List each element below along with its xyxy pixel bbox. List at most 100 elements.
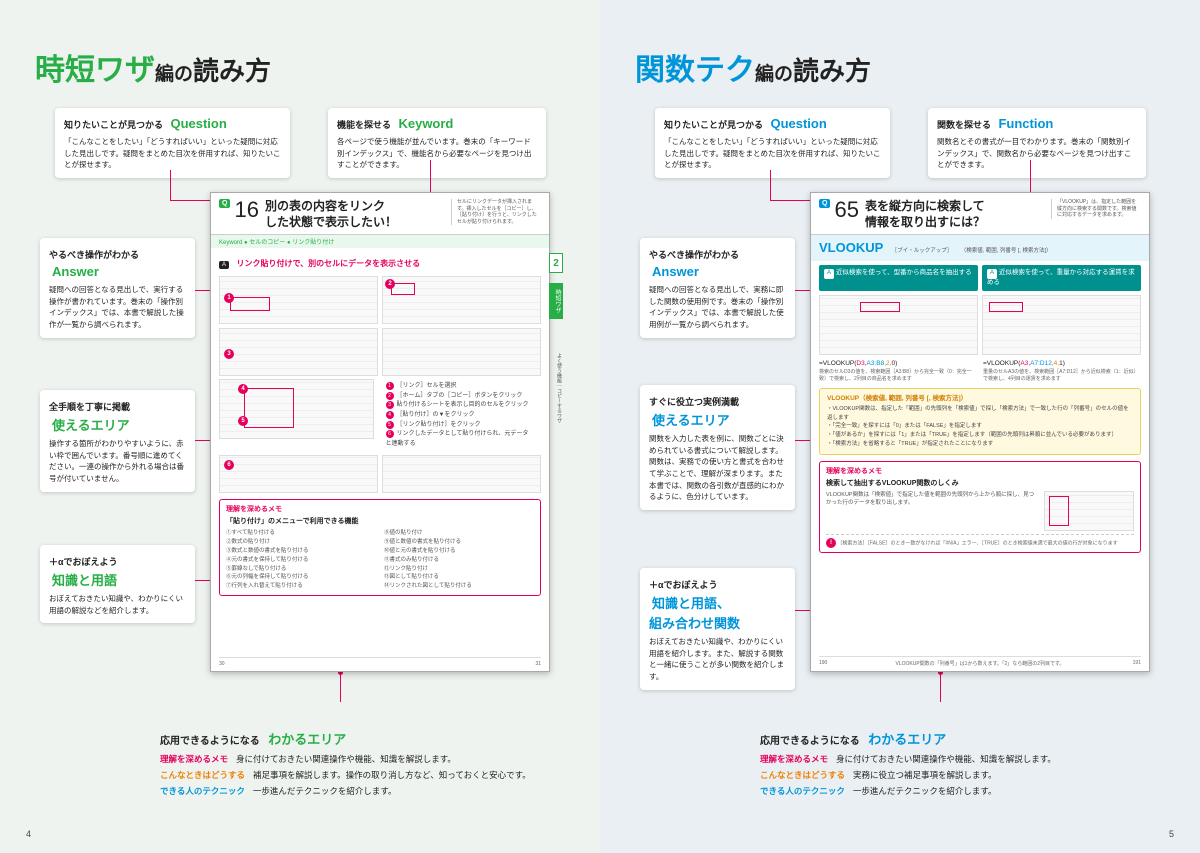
callout-desc: 「こんなことをしたい」「どうすればいい」といった疑問に対応した見出しです。疑問を… [664,136,881,171]
screenshot-grid-2: 4 5 1［リンク］セルを選択2［ホーム］タブの［コピー］ボタンをクリック3貼り… [219,379,541,452]
callout-desc: 関数名とその書式が一目でわかります。巻末の「関数別インデックス」で、関数名から必… [937,136,1137,171]
side-tab: 時短ワザ [549,283,563,319]
bottom-rows: 理解を深めるメモ身に付けておきたい関連操作や機能、知識を解説します。こんなときは… [760,753,1056,797]
sample-pagenum-r: 191 [1133,660,1141,667]
title-tail: 読み方 [193,56,271,86]
callout-keyword-word: 使えるエリア [652,413,730,428]
bottom-keyword: わかるエリア [868,732,946,747]
title-mid: 編の [155,64,193,85]
step-item: 4［貼り付け］の▼をクリック [386,411,533,421]
title-tail: 読み方 [793,56,871,86]
sample-footer: 30 31 [219,657,541,667]
screenshot-grid [819,295,1141,355]
step-item: 1［リンク］セルを選択 [386,382,533,392]
callout-question: 知りたいことが見つかる Question 「こんなことをしたい」「どうすればいい… [655,108,890,178]
screenshot [982,295,1141,355]
bottom-lead: 応用できるようになる [760,736,860,747]
right-title: 関数テク編の読み方 [635,45,1165,89]
title-mid: 編の [755,64,793,85]
sample-page-right: Q 65 表を縦方向に検索して 情報を取り出すには？ 「VLOOKUP」は、指定… [810,192,1150,672]
a-badge: A [219,261,229,269]
callout-lead: ＋αでおぼえよう [49,557,118,567]
callout-area: 全手順を丁寧に掲載 使えるエリア 操作する箇所がわかりやすいように、赤い枠で囲ん… [40,390,195,492]
red-highlight [244,388,294,428]
step-item: 3貼り付けるシートを表示し目的のセルをクリック [386,401,533,411]
q-sidenote: 「VLOOKUP」は、指定した範囲を縦方向に検索する関数です。検索値に対応するデ… [1051,199,1141,219]
callout-desc: 関数を入力した表を例に、関数ごとに決められている書式について解説します。関数は、… [649,433,786,503]
title-highlight: 時短ワザ [35,54,155,87]
memo-item: ⑤罫線なしで貼り付ける [226,565,376,574]
screenshot: 4 5 [219,379,374,439]
callout-tips: ＋αでおぼえよう 知識と用語 おぼえておきたい知識や、わかりにくい用語の解説など… [40,545,195,623]
sample-question-row: Q 16 別の表の内容をリンク した状態で表示したい！ セルにリンクデータが挿入… [211,193,549,235]
callout-tips: ＋αでおぼえよう 知識と用語、 組み合わせ関数 おぼえておきたい知識や、わかりに… [640,568,795,690]
red-highlight [860,302,900,312]
memo-list: ①すべて貼り付ける②数式の貼り付け③数式と数値の書式を貼り付ける④元の書式を保持… [226,529,534,591]
callout-answer: やるべき操作がわかる Answer 疑問への回答となる見出しで、実行する操作が書… [40,238,195,338]
screenshot [382,328,541,376]
page-left: 時短ワザ編の読み方 知りたいことが見つかる Question 「こんなことをした… [0,0,600,853]
callout-keyword-word: Keyword [398,116,453,131]
memo-box: 理解を深めるメモ 検索して抽出するVLOOKUP関数のしくみ VLOOKUP関数… [819,461,1141,553]
screenshot: 2 [382,276,541,324]
a-badge: A [824,269,834,279]
q-text: 表を縦方向に検索して 情報を取り出すには？ [865,199,1051,230]
formula-row: =VLOOKUP(D3,A3:B8,2,0) 検索のセルD3の値を、検索範囲［A… [819,358,1141,383]
leader-line [940,672,941,702]
screenshot: 3 [219,328,378,376]
memo-item: ③数式と数値の書式を貼り付ける [226,547,376,556]
step-item: 2［ホーム］タブの［コピー］ボタンをクリック [386,392,533,402]
memo-box: 理解を深めるメモ 「貼り付け」のメニューで利用できる機能 ①すべて貼り付ける②数… [219,499,541,596]
callout-question: 知りたいことが見つかる Question 「こんなことをしたい」「どうすればいい… [55,108,290,178]
callout-keyword-word: 使えるエリア [52,418,130,433]
step-item: 6リンクしたデータとして貼り付けられ、元データと連動する [386,430,533,449]
sample-question-row: Q 65 表を縦方向に検索して 情報を取り出すには？ 「VLOOKUP」は、指定… [811,193,1149,235]
step-number: 3 [224,349,234,359]
red-highlight [1049,496,1069,526]
memo-item: ⑩値と元の書式を貼り付ける [384,547,534,556]
memo-subtitle: 「貼り付け」のメニューで利用できる機能 [226,516,534,526]
formula-2: =VLOOKUP(A3,A7:D12,4,1) [983,360,1141,367]
step-item: 5［リンク貼り付け］をクリック [386,421,533,431]
note-bullet: ! [826,538,836,548]
bottom-row: 理解を深めるメモ身に付けておきたい関連操作や機能、知識を解説します。 [760,753,1056,765]
callout-lead: すぐに役立つ実例満載 [649,397,739,407]
a-badge: A [987,269,997,279]
answer-row: A リンク貼り付けで、別のセルにデータを表示させる [219,253,541,271]
side-tab-text: 時短ワザ [554,289,560,313]
side-tab-sub: よく使う機能｜コピーするワザ [549,353,563,423]
callout-desc: 「こんなことをしたい」「どうすればいい」といった疑問に対応した見出しです。疑問を… [64,136,281,171]
a-text: リンク貼り付けで、別のセルにデータを表示させる [236,259,420,268]
screenshot-grid-3: 6 [219,455,541,493]
callout-lead: やるべき操作がわかる [49,250,139,260]
callout-lead: ＋αでおぼえよう [649,580,718,590]
memo-item: ⑭リンクされた図として貼り付ける [384,582,534,591]
callout-lead: やるべき操作がわかる [649,250,739,260]
screenshot [382,455,541,493]
left-title: 時短ワザ編の読み方 [35,45,565,89]
memo-title: 理解を深めるメモ [826,466,1134,476]
memo-item: ②数式の貼り付け [226,538,376,547]
memo-item: ④元の書式を保持して貼り付ける [226,556,376,565]
memo-item: ①すべて貼り付ける [226,529,376,538]
screenshot: 1 [219,276,378,324]
callout-area: すぐに役立つ実例満載 使えるエリア 関数を入力した表を例に、関数ごとに決められて… [640,385,795,510]
header-1: 近似検索を使って、型番から商品名を抽出する [836,269,972,276]
callout-lead: 全手順を丁寧に掲載 [49,402,130,412]
callout-keyword: 機能を探せる Keyword 各ページで使う機能が並んでいます。巻末の「キーワー… [328,108,546,178]
callout-desc: 操作する箇所がわかりやすいように、赤い枠で囲んでいます。番号順に進めてください。… [49,438,186,485]
memo-item: ⑦行列を入れ替えて貼り付ける [226,582,376,591]
q-text: 別の表の内容をリンク した状態で表示したい！ [265,199,451,230]
side-tab-num: 2 [549,253,563,273]
sample-footer: 190 VLOOKUP関数の「列番号」は1から数えます。「2」なら範囲の2列目で… [819,656,1141,667]
page-number: 5 [1169,829,1174,839]
function-name: VLOOKUP [819,240,883,255]
sample-page-left: Q 16 別の表の内容をリンク した状態で表示したい！ セルにリンクデータが挿入… [210,192,550,672]
red-highlight [989,302,1023,312]
screenshot [819,295,978,355]
bottom-row: 理解を深めるメモ身に付けておきたい関連操作や機能、知識を解説します。 [160,753,531,765]
leader-line [770,170,771,200]
page-number: 4 [26,829,31,839]
memo-item: ⑥元の列幅を保持して貼り付ける [226,573,376,582]
callout-keyword: Question [770,116,826,131]
